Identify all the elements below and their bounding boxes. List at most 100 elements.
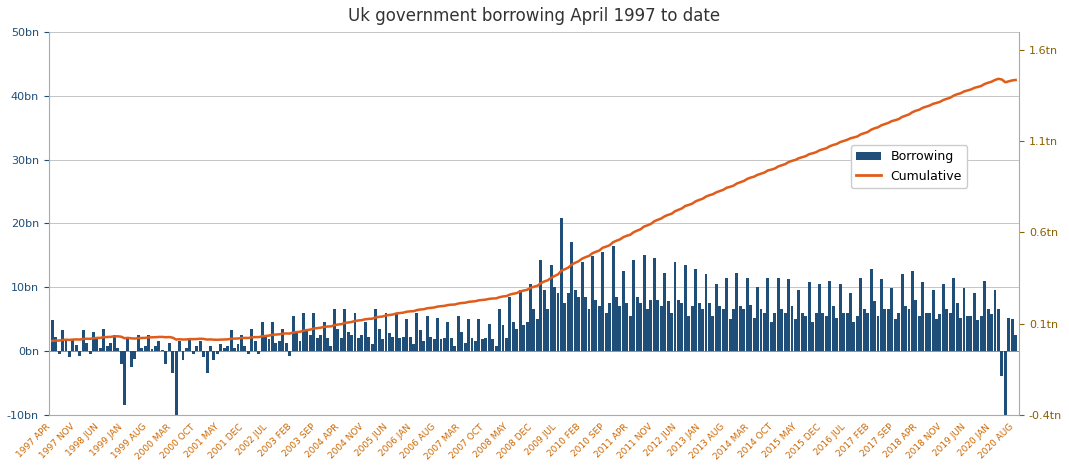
Bar <box>216 351 219 354</box>
Bar <box>756 287 759 351</box>
Bar <box>594 300 598 351</box>
Bar <box>815 313 818 351</box>
Bar <box>292 316 295 351</box>
Bar <box>859 278 863 351</box>
Bar <box>343 309 346 351</box>
Bar <box>106 346 109 351</box>
Bar <box>656 300 660 351</box>
Bar <box>722 309 725 351</box>
Bar <box>718 306 722 351</box>
Bar <box>901 274 903 351</box>
Bar <box>64 341 67 351</box>
Bar <box>487 324 491 351</box>
Bar <box>962 288 965 351</box>
Bar <box>171 351 174 373</box>
Bar <box>760 309 762 351</box>
Bar <box>670 313 673 351</box>
Bar <box>340 338 343 351</box>
Bar <box>529 284 532 351</box>
Bar <box>532 309 536 351</box>
Bar <box>611 246 615 351</box>
Bar <box>536 319 539 351</box>
Bar <box>931 290 934 351</box>
Bar <box>422 341 425 351</box>
Bar <box>148 335 150 351</box>
Bar <box>904 306 907 351</box>
Bar <box>663 273 666 351</box>
Bar <box>983 281 986 351</box>
Bar <box>222 348 226 351</box>
Bar <box>890 288 894 351</box>
Bar <box>625 303 629 351</box>
Bar <box>866 313 869 351</box>
Bar <box>72 339 75 351</box>
Bar <box>518 290 522 351</box>
Bar <box>763 313 765 351</box>
Bar <box>219 344 222 351</box>
Bar <box>543 290 545 351</box>
Bar <box>698 303 700 351</box>
Bar <box>68 351 71 357</box>
Bar <box>677 300 680 351</box>
Bar <box>258 351 260 354</box>
Bar <box>577 297 580 351</box>
Bar <box>580 262 584 351</box>
Bar <box>405 319 408 351</box>
Bar <box>126 339 129 351</box>
Bar <box>766 278 770 351</box>
Bar <box>213 351 216 360</box>
Bar <box>419 330 422 351</box>
Bar <box>275 343 277 351</box>
Bar <box>863 309 866 351</box>
Bar <box>970 316 973 351</box>
Bar <box>456 316 460 351</box>
Bar <box>956 303 959 351</box>
Bar <box>704 274 708 351</box>
Bar <box>95 339 98 351</box>
Bar <box>484 338 487 351</box>
Bar <box>354 313 356 351</box>
Bar <box>117 348 119 351</box>
Bar <box>615 297 618 351</box>
Bar <box>804 316 807 351</box>
Bar <box>199 341 202 351</box>
Bar <box>887 309 889 351</box>
Bar <box>433 339 436 351</box>
Bar <box>371 344 374 351</box>
Bar <box>880 279 883 351</box>
Bar <box>168 343 171 351</box>
Bar <box>55 337 57 351</box>
Bar <box>818 284 821 351</box>
Bar <box>949 313 951 351</box>
Bar <box>828 281 832 351</box>
Bar <box>825 316 827 351</box>
Bar <box>526 322 528 351</box>
Bar <box>897 313 900 351</box>
Bar <box>821 313 824 351</box>
Bar <box>151 349 154 351</box>
Bar <box>443 338 446 351</box>
Bar <box>450 338 453 351</box>
Bar <box>425 316 429 351</box>
Bar <box>660 306 663 351</box>
Bar <box>174 351 177 416</box>
Bar <box>549 265 553 351</box>
Bar <box>134 351 136 358</box>
Bar <box>281 329 284 351</box>
Bar <box>278 341 281 351</box>
Bar <box>646 309 649 351</box>
Bar <box>326 338 329 351</box>
Bar <box>846 313 849 351</box>
Bar <box>546 309 549 351</box>
Bar <box>388 333 391 351</box>
Bar <box>399 338 401 351</box>
Bar <box>650 300 652 351</box>
Bar <box>332 309 336 351</box>
Bar <box>870 269 872 351</box>
Bar <box>467 319 470 351</box>
Bar <box>385 313 387 351</box>
Bar <box>540 260 542 351</box>
Bar <box>673 262 677 351</box>
Bar <box>505 338 508 351</box>
Bar <box>112 335 115 351</box>
